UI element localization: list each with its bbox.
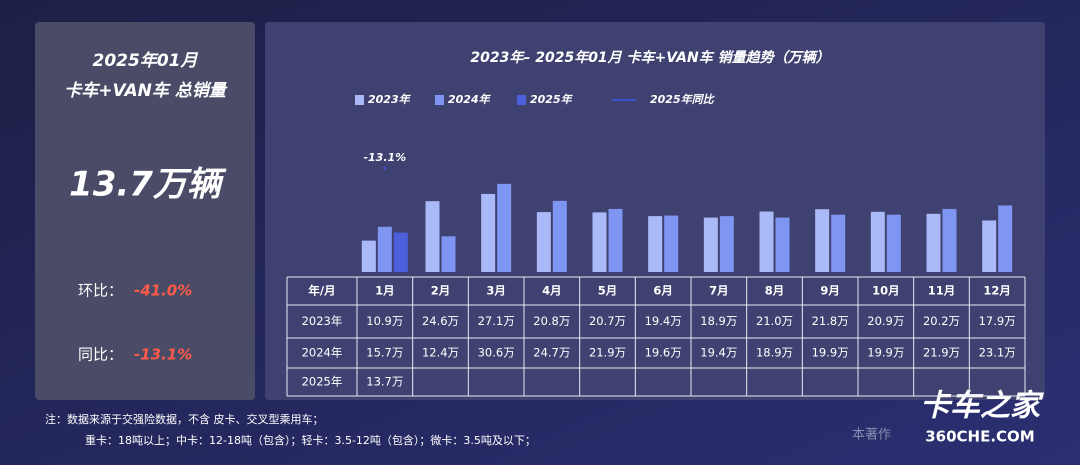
row-label: 2023年 bbox=[302, 314, 343, 328]
yoy-label: 同比： bbox=[78, 346, 123, 364]
table-cell: 27.1万 bbox=[478, 314, 515, 328]
mom-label: 环比： bbox=[78, 282, 123, 300]
bar bbox=[815, 209, 830, 272]
table-header: 9月 bbox=[820, 284, 840, 298]
logo-name: 卡车之家 bbox=[920, 389, 1044, 424]
table-cell: 19.9万 bbox=[867, 346, 904, 360]
left-panel bbox=[35, 22, 255, 400]
table-cell: 21.9万 bbox=[923, 346, 960, 360]
total-value: 13.7万辆 bbox=[69, 165, 227, 205]
panel-title: 2025年01月 bbox=[93, 51, 199, 71]
table-cell: 17.9万 bbox=[979, 314, 1016, 328]
legend-swatch bbox=[355, 95, 364, 105]
panel-title: 卡车+VAN车 总销量 bbox=[64, 81, 228, 101]
legend-swatch bbox=[435, 95, 444, 105]
yoy-point bbox=[383, 166, 387, 170]
table-header: 4月 bbox=[542, 284, 562, 298]
table-cell: 20.9万 bbox=[867, 314, 904, 328]
table-cell: 12.4万 bbox=[422, 346, 459, 360]
table-cell: 13.7万 bbox=[366, 375, 403, 389]
table-cell: 19.9万 bbox=[812, 346, 849, 360]
bar bbox=[719, 216, 734, 272]
table-cell: 10.9万 bbox=[366, 314, 403, 328]
bar bbox=[377, 226, 392, 272]
table-header: 6月 bbox=[653, 284, 673, 298]
bar bbox=[441, 236, 456, 272]
mom-value: -41.0% bbox=[134, 282, 192, 300]
table-cell: 21.9万 bbox=[589, 346, 626, 360]
table-header: 10月 bbox=[872, 284, 900, 298]
table-header: 8月 bbox=[765, 284, 785, 298]
footnote: 注：数据来源于交强险数据，不含 皮卡、交叉型乘用车； bbox=[45, 412, 324, 426]
table-cell: 30.6万 bbox=[478, 346, 515, 360]
bar bbox=[926, 213, 941, 272]
table-cell: 24.7万 bbox=[533, 346, 570, 360]
table-cell: 20.7万 bbox=[589, 314, 626, 328]
table-cell: 23.1万 bbox=[979, 346, 1016, 360]
table-header: 12月 bbox=[983, 284, 1011, 298]
bar bbox=[870, 211, 885, 272]
legend-label: 2024年 bbox=[448, 93, 492, 106]
table-header: 11月 bbox=[928, 284, 956, 298]
bar bbox=[759, 211, 774, 272]
table-cell: 21.0万 bbox=[756, 314, 793, 328]
legend-label: 2025年同比 bbox=[650, 93, 716, 106]
logo-site: 360CHE.COM bbox=[925, 428, 1035, 446]
bar bbox=[497, 183, 512, 272]
bar bbox=[982, 220, 997, 272]
bar bbox=[831, 214, 846, 272]
table-header: 1月 bbox=[375, 284, 395, 298]
notice: 本著作 bbox=[852, 428, 891, 443]
legend-swatch bbox=[517, 95, 526, 105]
bar bbox=[648, 216, 663, 272]
table-cell: 20.8万 bbox=[533, 314, 570, 328]
bar bbox=[481, 193, 496, 272]
table-cell: 19.4万 bbox=[645, 314, 682, 328]
bar bbox=[775, 217, 790, 272]
table-cell: 19.6万 bbox=[645, 346, 682, 360]
row-label: 2024年 bbox=[302, 346, 343, 360]
row-label: 2025年 bbox=[302, 375, 343, 389]
bar bbox=[361, 240, 376, 272]
table-cell: 20.2万 bbox=[923, 314, 960, 328]
table-cell: 18.9万 bbox=[756, 346, 793, 360]
chart-panel bbox=[265, 22, 1045, 400]
table-header: 7月 bbox=[709, 284, 729, 298]
table-header: 年/月 bbox=[308, 284, 335, 298]
bar bbox=[425, 201, 440, 272]
bar bbox=[393, 232, 408, 272]
table-cell: 24.6万 bbox=[422, 314, 459, 328]
bar bbox=[664, 215, 679, 272]
bar bbox=[608, 208, 623, 272]
table-header: 2月 bbox=[431, 284, 451, 298]
table-header: 3月 bbox=[486, 284, 506, 298]
table-cell: 18.9万 bbox=[700, 314, 737, 328]
table-cell: 21.8万 bbox=[812, 314, 849, 328]
legend-label: 2023年 bbox=[368, 93, 412, 106]
bar bbox=[886, 214, 901, 272]
table-cell: 15.7万 bbox=[366, 346, 403, 360]
bar bbox=[552, 200, 567, 272]
footnote: 重卡：18吨以上；中卡：12-18吨（包含）；轻卡：3.5-12吨（包含）；微卡… bbox=[85, 433, 536, 447]
legend-label: 2025年 bbox=[530, 93, 574, 106]
yoy-value: -13.1% bbox=[134, 346, 192, 364]
yoy-label: -13.1% bbox=[363, 151, 406, 164]
table-cell: 19.4万 bbox=[700, 346, 737, 360]
chart-title: 2023年– 2025年01月 卡车+VAN车 销量趋势（万辆） bbox=[470, 49, 829, 66]
bar bbox=[703, 217, 718, 272]
table-header: 5月 bbox=[598, 284, 618, 298]
bar bbox=[592, 212, 607, 272]
bar bbox=[536, 212, 551, 272]
bar bbox=[998, 205, 1013, 272]
bar bbox=[942, 208, 957, 272]
